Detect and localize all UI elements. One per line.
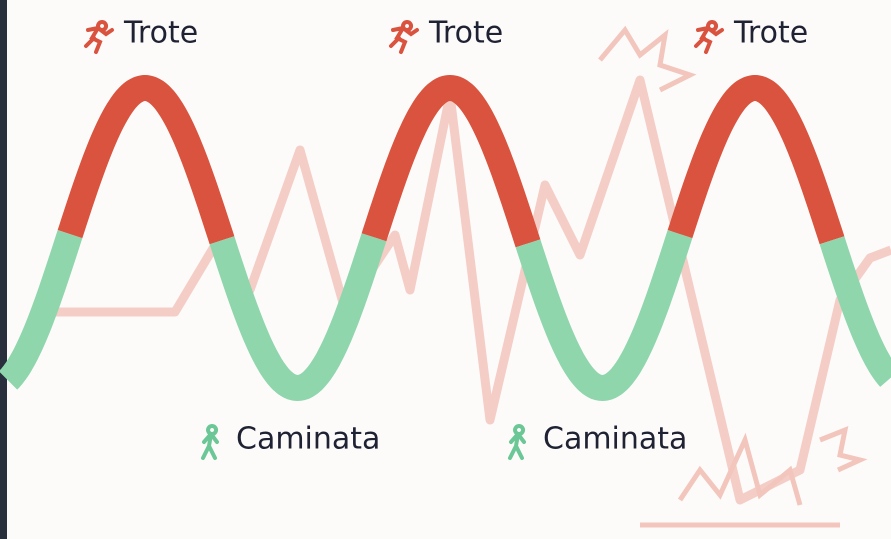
- trot-label: Trote: [428, 16, 503, 51]
- left-border: [0, 0, 7, 539]
- trot-label: Trote: [123, 16, 198, 51]
- diagram: Trote Trote Trote Caminata Caminata: [0, 0, 891, 539]
- walk-label: Caminata: [543, 422, 687, 457]
- walk-label: Caminata: [236, 422, 380, 457]
- trot-label: Trote: [733, 16, 808, 51]
